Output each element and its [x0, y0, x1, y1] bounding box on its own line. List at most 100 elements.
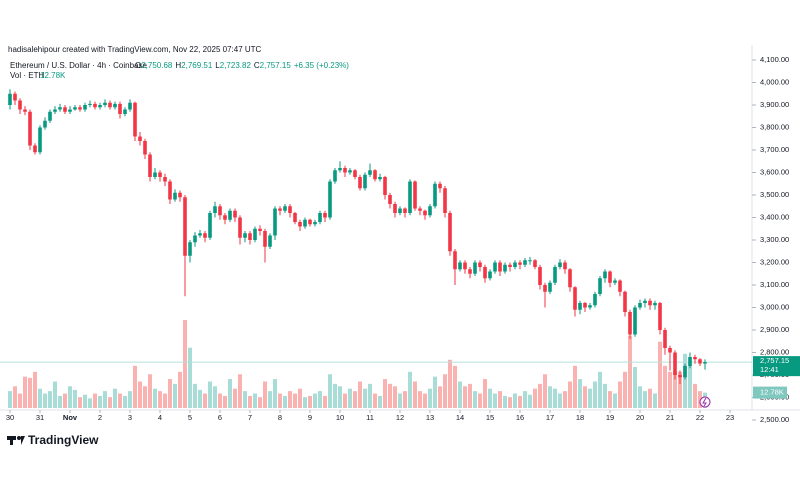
- candle-body: [703, 362, 707, 364]
- y-tick-label: 4,000.00: [760, 77, 789, 86]
- candle-body: [158, 172, 162, 177]
- volume-bar: [508, 397, 512, 408]
- y-tick-label: 3,400.00: [760, 212, 789, 221]
- candle-body: [108, 102, 112, 108]
- y-tick-label: 3,200.00: [760, 257, 789, 266]
- volume-tag-bg: [753, 386, 787, 399]
- candle-body: [493, 262, 497, 272]
- candle-body: [308, 219, 312, 225]
- x-tick-label: Nov: [63, 413, 78, 422]
- volume-bar: [93, 393, 97, 408]
- volume-bar: [408, 371, 412, 408]
- candle-body: [143, 141, 147, 155]
- x-tick-label: 8: [278, 413, 282, 422]
- price-tag: 2,757.15: [760, 356, 789, 365]
- candle-body: [228, 210, 232, 220]
- volume-bar: [258, 397, 262, 408]
- volume-bar: [98, 395, 102, 408]
- volume-bar: [63, 393, 67, 408]
- volume-bar: [8, 391, 12, 408]
- candle-body: [263, 231, 267, 247]
- volume-bar: [358, 381, 362, 408]
- volume-bar: [653, 393, 657, 408]
- candle-body: [213, 206, 217, 213]
- legend-key: H: [175, 61, 181, 70]
- volume-bar: [688, 365, 692, 408]
- candle-body: [313, 222, 317, 225]
- candle-body: [663, 330, 667, 348]
- volume-bar: [468, 383, 472, 408]
- volume-bar: [293, 393, 297, 408]
- volume-bar: [493, 393, 497, 408]
- volume-bar: [528, 394, 532, 408]
- candle-body: [83, 105, 87, 110]
- volume-bar: [403, 391, 407, 408]
- volume-bar: [128, 391, 132, 408]
- volume-bar: [158, 391, 162, 408]
- volume-bar: [438, 386, 442, 408]
- volume-bar: [238, 374, 242, 408]
- candle-body: [93, 103, 97, 108]
- legend-change: +6.35 (+0.23%): [294, 61, 349, 70]
- volume-bar: [393, 386, 397, 408]
- volume-bar: [548, 386, 552, 408]
- y-tick-label: 2,500.00: [760, 415, 789, 424]
- x-tick-label: 6: [218, 413, 222, 422]
- candle-body: [183, 197, 187, 256]
- volume-bar: [553, 388, 557, 408]
- candle-body: [333, 170, 337, 182]
- volume-bar: [673, 371, 677, 408]
- candle-body: [168, 181, 172, 200]
- candle-body: [553, 267, 557, 283]
- candle-body: [8, 93, 12, 105]
- x-tick-label: 14: [456, 413, 464, 422]
- volume-bar: [453, 365, 457, 408]
- candle-body: [73, 107, 77, 110]
- volume-bar: [683, 353, 687, 408]
- candle-body: [338, 168, 342, 171]
- legend-value: 2,769.51: [181, 61, 213, 70]
- x-tick-label: 9: [308, 413, 312, 422]
- candle-body: [488, 271, 492, 279]
- candle-body: [238, 217, 242, 238]
- candle-body: [88, 103, 92, 105]
- volume-bar: [568, 381, 572, 408]
- candle-body: [368, 170, 372, 175]
- countdown: 12:41: [760, 365, 779, 374]
- candle-body: [533, 260, 537, 267]
- candle-body: [178, 192, 182, 198]
- price-tag-bg: [753, 356, 800, 377]
- candle-body: [458, 262, 462, 270]
- candle-body: [328, 181, 332, 218]
- candle-body: [193, 235, 197, 243]
- volume-bar: [533, 388, 537, 408]
- x-tick-label: 17: [546, 413, 554, 422]
- volume-bar: [38, 388, 42, 408]
- x-tick-label: 22: [696, 413, 704, 422]
- y-tick-label: 3,000.00: [760, 302, 789, 311]
- volume-bar: [188, 347, 192, 408]
- volume-bar: [343, 393, 347, 408]
- volume-bar: [633, 367, 637, 408]
- candle-body: [248, 233, 252, 240]
- volume-tag: 12.78K: [760, 388, 784, 397]
- volume-bar: [698, 391, 702, 408]
- volume-bar: [278, 393, 282, 408]
- volume-bar: [583, 386, 587, 408]
- volume-bar: [578, 379, 582, 408]
- candle-body: [583, 303, 587, 308]
- candle-body: [698, 359, 702, 364]
- volume-bar: [103, 391, 107, 408]
- candle-body: [18, 100, 22, 110]
- volume-bar: [353, 391, 357, 408]
- legend-value: 2,757.15: [260, 61, 292, 70]
- lightning-icon: [699, 396, 711, 408]
- candle-body: [608, 271, 612, 283]
- y-tick-label: 2,900.00: [760, 325, 789, 334]
- volume-bar: [543, 374, 547, 408]
- candle-body: [643, 300, 647, 303]
- candle-body: [78, 107, 82, 110]
- candle-body: [433, 183, 437, 207]
- volume-bar: [518, 395, 522, 408]
